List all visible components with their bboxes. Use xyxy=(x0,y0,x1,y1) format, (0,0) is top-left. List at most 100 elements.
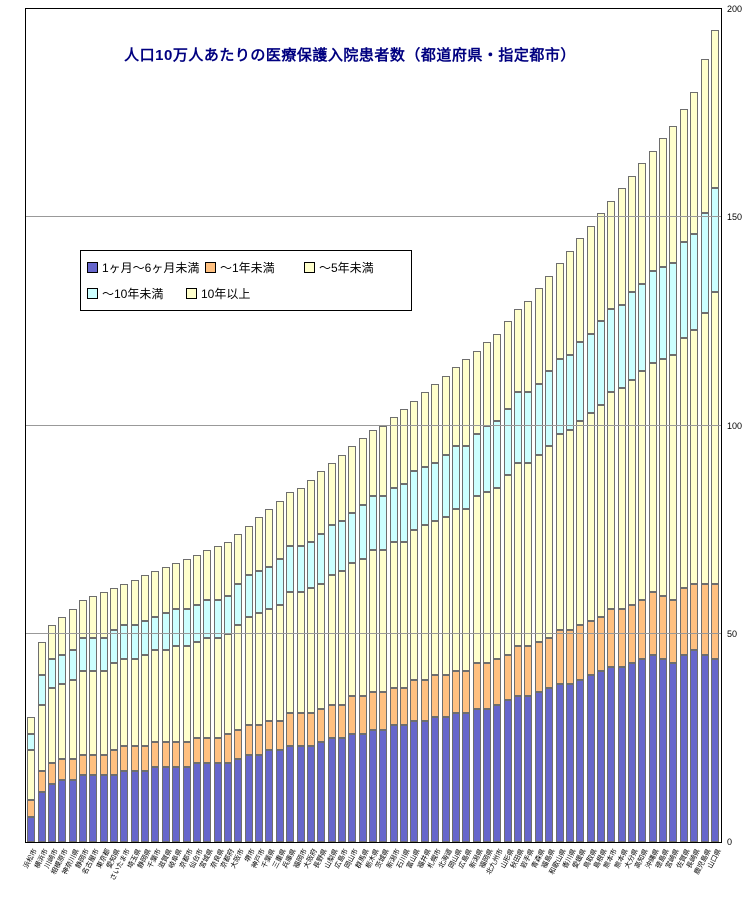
bar-segment xyxy=(275,500,284,559)
bar-segment xyxy=(78,637,87,672)
bar-segment xyxy=(286,712,295,747)
bar-segment xyxy=(306,542,315,588)
bar-segment xyxy=(514,308,523,393)
bar-segment xyxy=(99,671,108,755)
bar-segment xyxy=(78,671,87,755)
y-axis-tick-label: 100 xyxy=(727,420,743,431)
bar-segment xyxy=(369,692,378,730)
bar-segment xyxy=(348,513,357,563)
bar-segment xyxy=(410,679,419,722)
bar-segment xyxy=(690,650,699,842)
bar-segment xyxy=(700,654,709,842)
bar-segment xyxy=(617,188,626,305)
bar-segment xyxy=(296,546,305,593)
bar-segment xyxy=(47,783,56,842)
bar-segment xyxy=(400,408,409,484)
bar-segment xyxy=(679,242,688,339)
bar-segment xyxy=(255,517,264,572)
bar-segment xyxy=(659,358,668,597)
bar-segment xyxy=(120,583,129,626)
bar-segment xyxy=(576,625,585,680)
bar-segment xyxy=(690,329,699,584)
bar-segment xyxy=(265,608,274,722)
bar-秋田県 xyxy=(514,308,523,842)
bar-segment xyxy=(327,704,336,738)
bar-segment xyxy=(669,354,678,601)
bar-segment xyxy=(379,550,388,693)
bar-segment xyxy=(234,533,243,584)
bar-福岡市 xyxy=(296,488,305,842)
bar-segment xyxy=(234,729,243,759)
bar-三重県 xyxy=(275,500,284,842)
bar-segment xyxy=(565,629,574,684)
bar-segment xyxy=(296,488,305,547)
bar-青森県 xyxy=(534,288,543,842)
bar-segment xyxy=(130,746,139,772)
bar-京都府 xyxy=(224,542,232,842)
bar-segment xyxy=(99,592,108,638)
bar-segment xyxy=(141,771,150,842)
bar-愛媛県 xyxy=(576,238,585,842)
bar-segment xyxy=(669,125,678,264)
bar-segment xyxy=(358,696,367,734)
bars xyxy=(26,9,721,842)
bar-segment xyxy=(565,683,574,842)
bar-岡山県 xyxy=(451,367,460,842)
bar-segment xyxy=(638,283,647,372)
bar-segment xyxy=(420,525,429,680)
y-axis-tick-label: 50 xyxy=(727,628,738,639)
bar-segment xyxy=(99,754,108,776)
bar-segment xyxy=(648,654,657,842)
bar-segment xyxy=(679,587,688,655)
bar-新潟市 xyxy=(389,417,398,842)
bar-segment xyxy=(317,708,326,743)
bar-segment xyxy=(224,542,232,597)
bar-segment xyxy=(617,667,626,842)
bar-segment xyxy=(679,338,688,588)
legend-item: ～5年未満 xyxy=(304,259,403,276)
bar-山口県 xyxy=(710,29,719,842)
bar-segment xyxy=(369,550,378,693)
bar-segment xyxy=(203,762,212,842)
bar-熊本県 xyxy=(617,188,626,842)
bar-segment xyxy=(431,383,440,464)
bar-神奈川県 xyxy=(68,608,77,842)
bar-segment xyxy=(37,771,46,793)
bar-segment xyxy=(503,700,512,842)
bar-北九州市 xyxy=(493,333,502,842)
bar-segment xyxy=(151,742,160,768)
bar-segment xyxy=(472,350,481,434)
bar-segment xyxy=(545,275,554,372)
bar-segment xyxy=(120,771,129,842)
bar-segment xyxy=(161,650,170,743)
y-axis-tick-label: 200 xyxy=(727,4,743,14)
bar-静岡市 xyxy=(78,600,87,842)
bar-segment xyxy=(389,725,398,842)
bar-segment xyxy=(451,671,460,713)
legend-item: ～10年未満 xyxy=(87,285,186,302)
bar-segment xyxy=(420,467,429,526)
bar-segment xyxy=(420,679,429,722)
bar-segment xyxy=(462,358,471,447)
bar-segment xyxy=(410,471,419,530)
bar-segment xyxy=(337,737,346,842)
bar-愛知県 xyxy=(110,587,119,842)
bar-segment xyxy=(379,692,388,730)
bar-segment xyxy=(27,817,36,842)
bar-segment xyxy=(607,308,616,393)
legend-swatch xyxy=(186,288,197,299)
bar-大阪府 xyxy=(306,479,315,842)
bar-segment xyxy=(524,696,533,842)
bar-segment xyxy=(659,596,668,659)
bar-広島市 xyxy=(337,454,346,842)
bar-segment xyxy=(669,600,678,663)
bar-segment xyxy=(607,667,616,842)
bar-segment xyxy=(596,321,605,405)
bar-segment xyxy=(648,363,657,593)
bar-segment xyxy=(431,675,440,718)
bar-名古屋市 xyxy=(89,596,98,842)
bar-高知県 xyxy=(638,163,647,842)
bar-segment xyxy=(462,508,471,672)
bar-segment xyxy=(172,767,181,842)
bar-segment xyxy=(110,775,119,842)
